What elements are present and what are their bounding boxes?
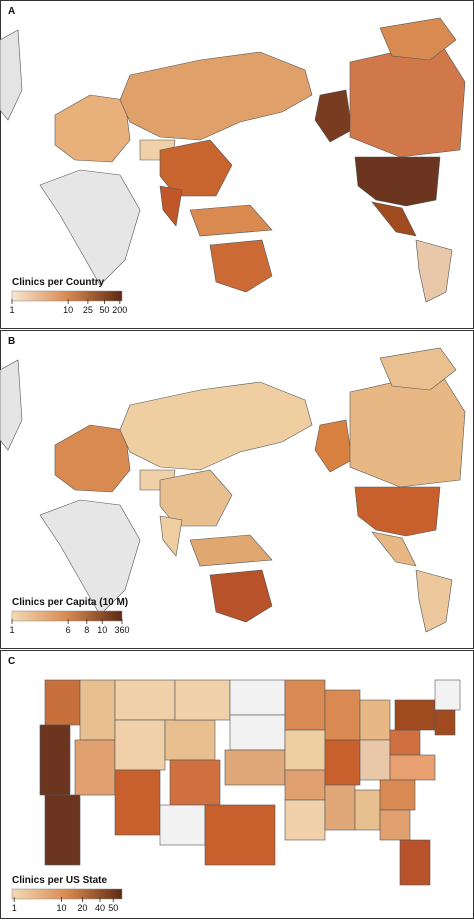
tick-label: 8 — [84, 625, 89, 635]
state — [164, 719, 216, 761]
state — [74, 739, 116, 796]
state — [379, 809, 411, 841]
panel-label: B — [8, 336, 15, 347]
legend-title: Clinics per Country — [12, 277, 105, 288]
country — [349, 41, 466, 158]
country — [209, 239, 273, 293]
state — [379, 779, 416, 811]
country — [0, 29, 23, 121]
state — [324, 689, 361, 741]
tick-label: 360 — [114, 625, 129, 635]
state — [389, 754, 436, 781]
color-bar — [11, 290, 123, 302]
country — [189, 204, 273, 237]
state — [159, 804, 206, 846]
country — [349, 371, 466, 488]
tick-label: 20 — [77, 903, 87, 913]
state — [389, 729, 421, 756]
country — [354, 156, 441, 207]
state — [324, 784, 356, 831]
country — [371, 531, 417, 567]
country — [189, 534, 273, 567]
country — [314, 89, 353, 143]
state — [79, 679, 116, 741]
country — [379, 347, 457, 391]
state — [114, 679, 176, 721]
state — [229, 679, 286, 716]
country — [159, 139, 233, 197]
country — [159, 469, 233, 527]
country — [39, 499, 141, 616]
state — [44, 794, 81, 866]
panel-label: C — [8, 656, 15, 667]
state — [114, 719, 166, 771]
country — [159, 515, 183, 557]
country — [371, 201, 417, 237]
state — [359, 739, 391, 781]
state — [394, 699, 436, 731]
color-bar — [11, 610, 123, 622]
country — [159, 185, 183, 227]
country — [39, 169, 141, 286]
tick-label: 10 — [56, 903, 66, 913]
state — [284, 799, 326, 841]
state — [284, 729, 326, 771]
country — [415, 569, 453, 633]
country — [119, 51, 313, 141]
tick-label: 1 — [9, 305, 14, 315]
state — [284, 679, 326, 731]
state — [229, 714, 286, 751]
country — [54, 424, 131, 493]
state — [284, 769, 326, 801]
tick-label: 25 — [83, 305, 93, 315]
country — [314, 419, 353, 473]
state — [169, 759, 221, 806]
country — [415, 239, 453, 303]
tick-label: 200 — [112, 305, 127, 315]
state — [324, 739, 361, 786]
state — [39, 724, 71, 796]
tick-label: 40 — [95, 903, 105, 913]
country — [209, 569, 273, 623]
legend-title: Clinics per US State — [12, 875, 107, 886]
state — [434, 679, 461, 711]
color-bar — [11, 888, 123, 900]
tick-label: 1 — [12, 903, 17, 913]
state — [354, 789, 381, 831]
panel-label: A — [8, 6, 15, 17]
state — [44, 679, 81, 726]
tick-label: 6 — [66, 625, 71, 635]
state — [399, 839, 431, 886]
state — [114, 769, 161, 836]
tick-label: 10 — [97, 625, 107, 635]
tick-label: 50 — [99, 305, 109, 315]
state — [224, 749, 286, 786]
tick-label: 50 — [108, 903, 118, 913]
country — [0, 359, 23, 451]
legend-title: Clinics per Capita (10 M) — [12, 597, 128, 608]
maps — [0, 17, 466, 886]
country — [119, 381, 313, 471]
country — [354, 486, 441, 537]
state — [174, 679, 231, 721]
state — [204, 804, 276, 866]
tick-label: 1 — [9, 625, 14, 635]
country — [379, 17, 457, 61]
state — [434, 709, 456, 736]
tick-label: 10 — [63, 305, 73, 315]
state — [359, 699, 391, 741]
country — [54, 94, 131, 163]
